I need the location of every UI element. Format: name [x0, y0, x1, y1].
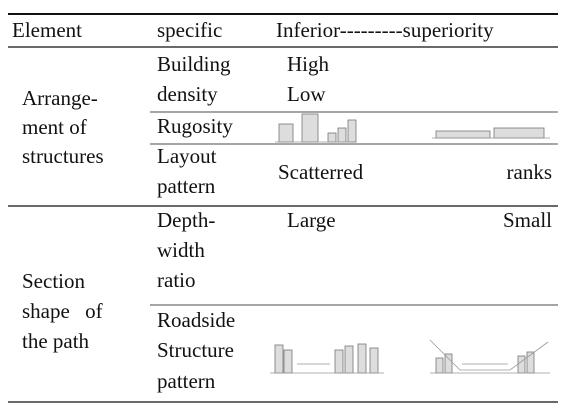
- superior-label: Small: [503, 208, 552, 232]
- element-label: shape of: [22, 299, 103, 323]
- element-label: ment of: [22, 115, 87, 139]
- header-specific: specific: [157, 18, 222, 42]
- header-element: Element: [12, 18, 82, 42]
- element-label: structures: [22, 144, 104, 168]
- level-label: High: [287, 52, 330, 76]
- rugosity-rough-icon: [275, 113, 357, 143]
- element-label: Section: [22, 269, 85, 293]
- specific-label: Structure: [157, 338, 234, 362]
- specific-label: width: [157, 238, 205, 262]
- specific-label: pattern: [157, 369, 216, 393]
- rugosity-smooth-icon: [432, 127, 550, 139]
- specific-label: Layout: [157, 144, 217, 168]
- element-label: Arrange-: [22, 86, 98, 110]
- roadside-narrow-icon: [270, 343, 384, 374]
- specific-label: pattern: [157, 174, 216, 198]
- specific-label: Rugosity: [157, 114, 233, 138]
- specific-label: Roadside: [157, 308, 235, 332]
- specific-label: density: [157, 82, 218, 106]
- superior-label: ranks: [507, 160, 553, 184]
- header-scale: Inferior---------superiority: [276, 18, 494, 42]
- element-label: the path: [22, 329, 90, 353]
- inferior-label: Large: [287, 208, 336, 232]
- specific-label: Building: [157, 52, 231, 76]
- roadside-wide-icon: [429, 339, 550, 374]
- level-label: Low: [287, 82, 326, 106]
- specific-label: Depth-: [157, 208, 215, 232]
- inferior-label: Scatterred: [278, 160, 364, 184]
- specific-label: ratio: [157, 268, 195, 292]
